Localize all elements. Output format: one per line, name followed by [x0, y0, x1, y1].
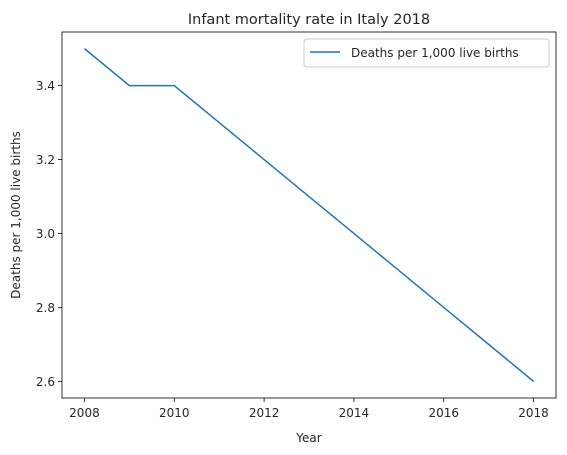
x-tick-label: 2016: [428, 406, 459, 420]
legend: Deaths per 1,000 live births: [303, 38, 550, 68]
x-axis-label: Year: [295, 431, 321, 445]
x-tick-label: 2018: [518, 406, 549, 420]
plot-area-frame: [61, 31, 557, 399]
series-layer: [83, 48, 535, 382]
y-tick-label: 2.6: [36, 375, 55, 389]
y-tick-label: 2.8: [36, 301, 55, 315]
series-line-deaths-per-1000: [83, 48, 535, 382]
y-tick-label: 3.0: [36, 227, 55, 241]
y-tick-label: 3.2: [36, 153, 55, 167]
x-axis-ticks: 2008 2010 2012 2014 2016 2018: [69, 398, 549, 420]
x-tick-label: 2010: [159, 406, 190, 420]
y-tick-label: 3.4: [36, 79, 55, 93]
x-tick-label: 2014: [339, 406, 370, 420]
x-tick-label: 2012: [249, 406, 280, 420]
x-tick-label: 2008: [69, 406, 100, 420]
legend-entry-label: Deaths per 1,000 live births: [351, 46, 519, 60]
chart-title: Infant mortality rate in Italy 2018: [188, 12, 430, 28]
y-axis-ticks: 2.6 2.8 3.0 3.2 3.4: [36, 79, 62, 389]
y-axis-label: Deaths per 1,000 live births: [9, 131, 23, 299]
legend-box: [303, 38, 550, 68]
